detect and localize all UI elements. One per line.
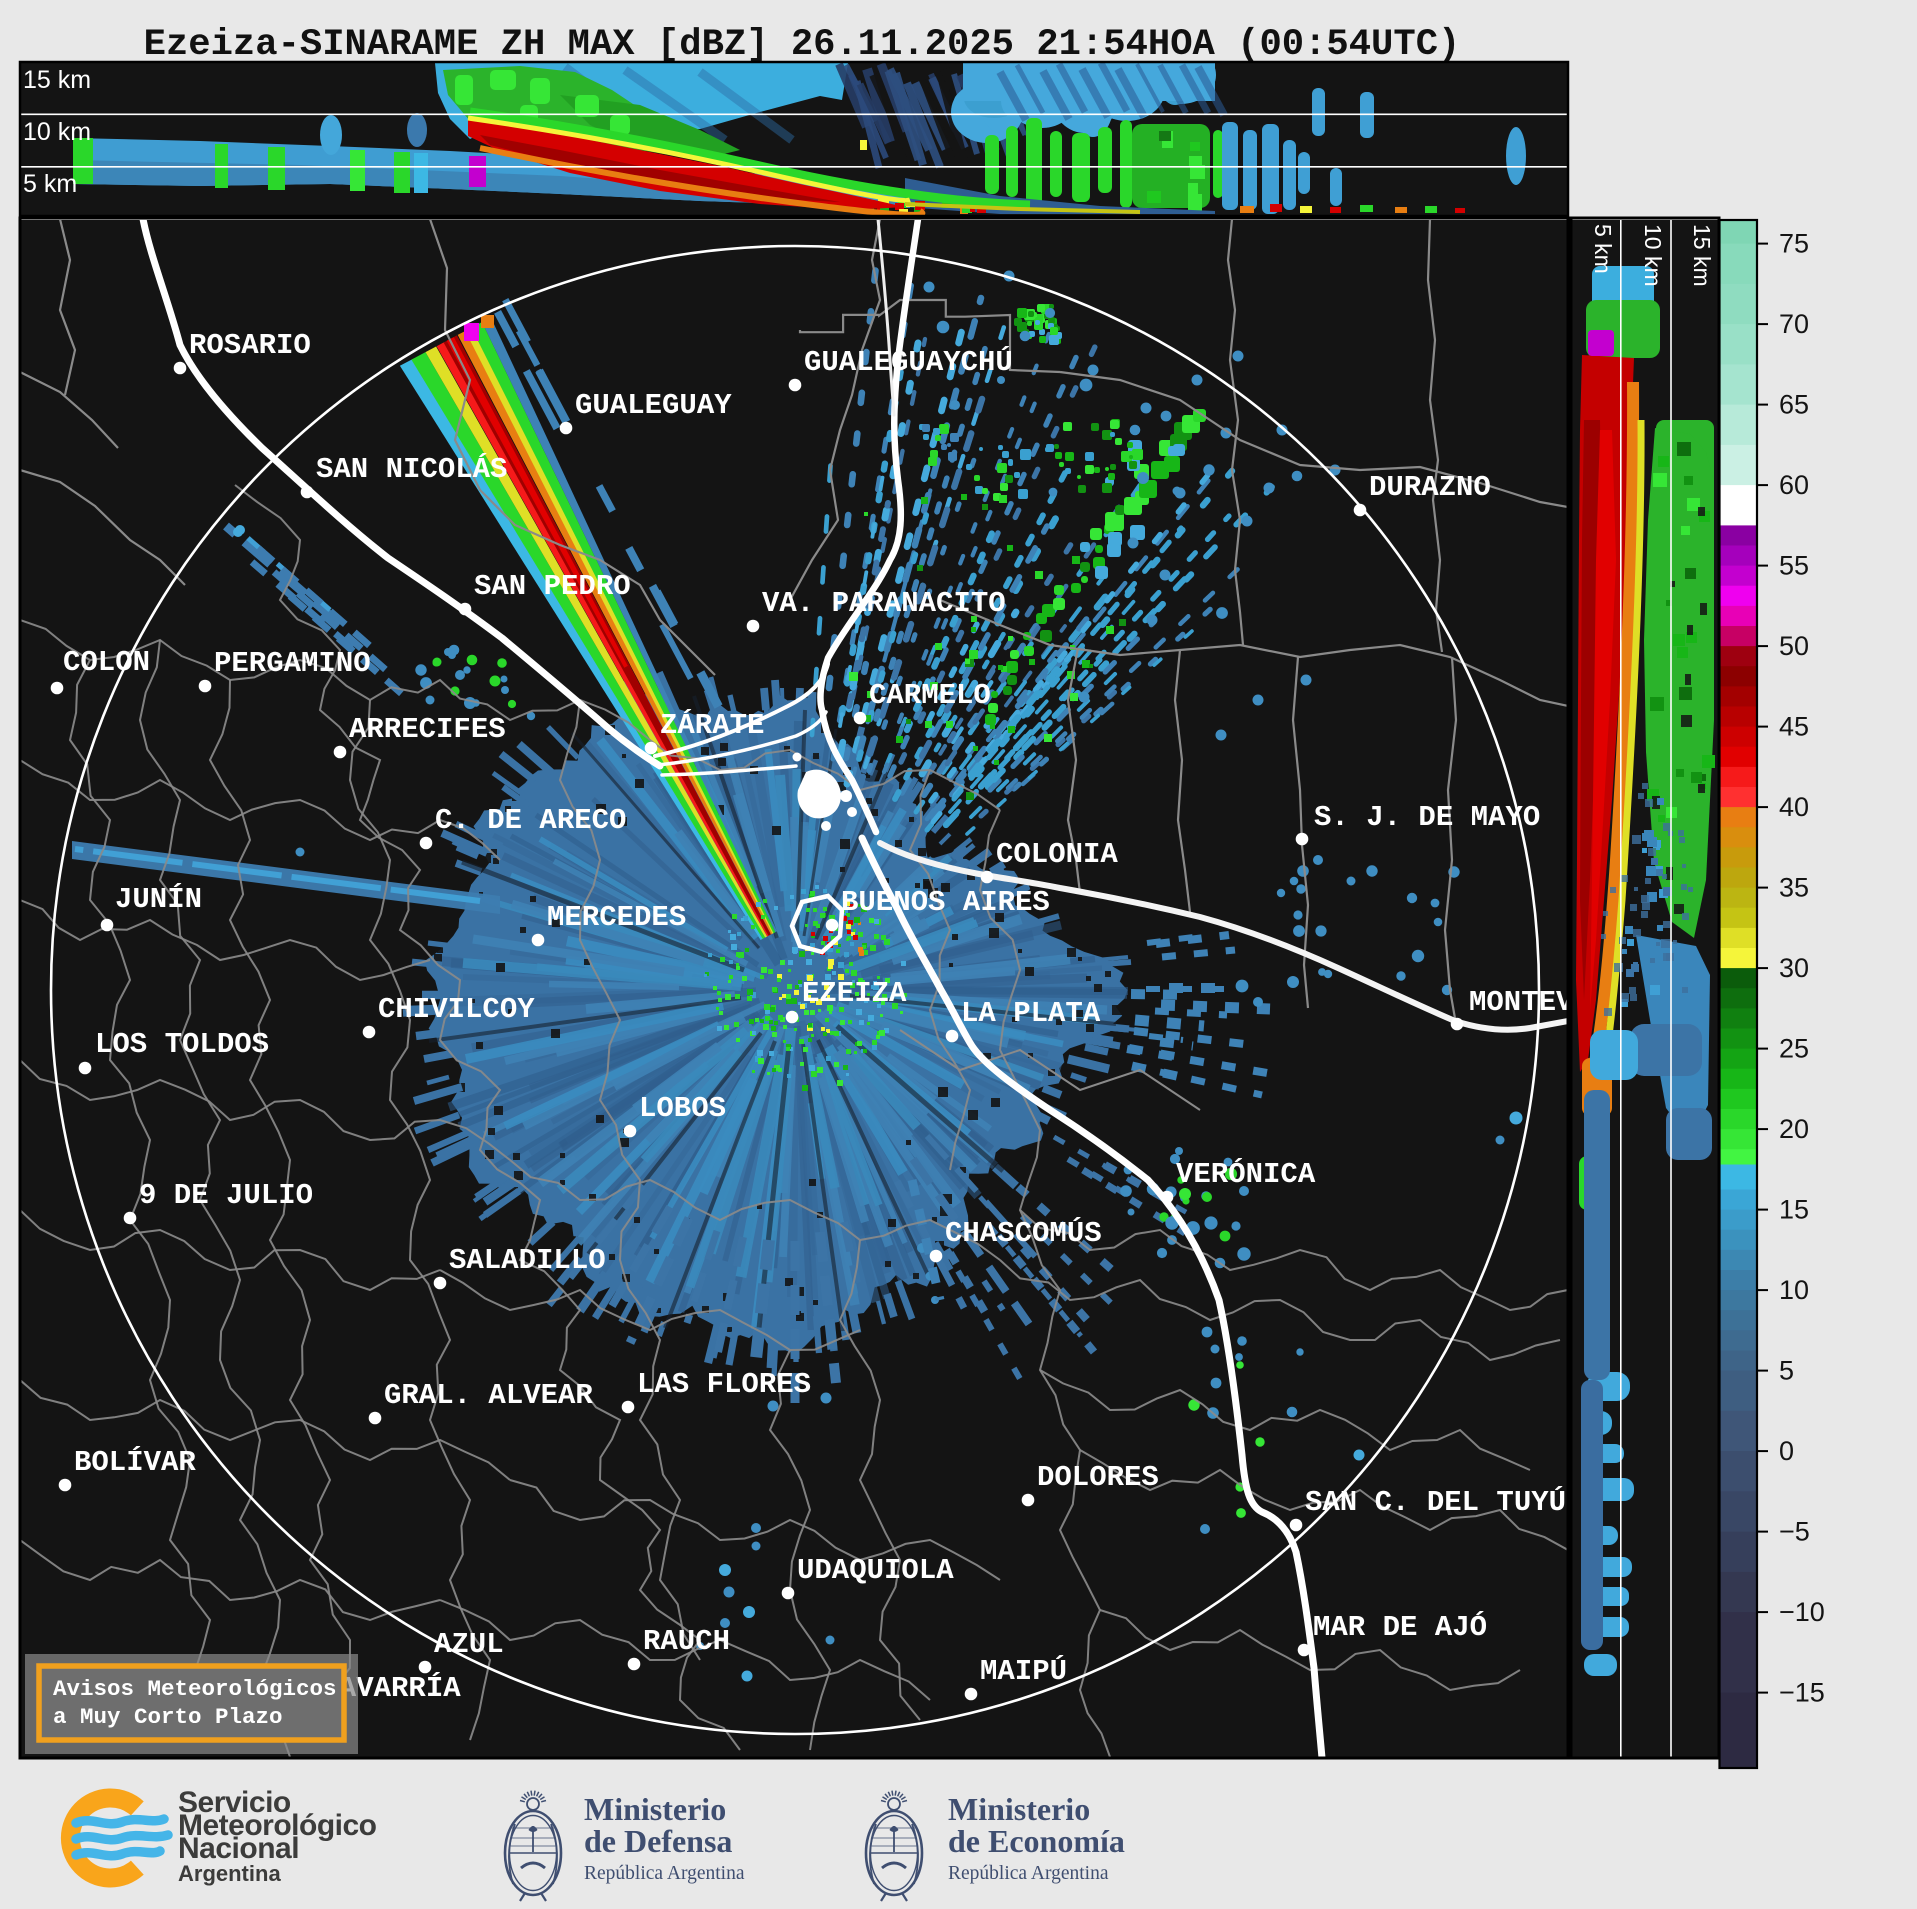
svg-text:50: 50	[1779, 631, 1809, 661]
svg-text:60: 60	[1779, 470, 1809, 500]
svg-text:AZUL: AZUL	[434, 1628, 504, 1661]
svg-text:CHASCOMÚS: CHASCOMÚS	[945, 1216, 1102, 1250]
svg-text:15 km: 15 km	[1689, 224, 1715, 287]
svg-text:ARRECIFES: ARRECIFES	[349, 713, 506, 746]
svg-text:15: 15	[1779, 1195, 1809, 1225]
svg-text:70: 70	[1779, 309, 1809, 339]
svg-text:CHIVILCOY: CHIVILCOY	[378, 993, 535, 1026]
svg-text:C. DE ARECO: C. DE ARECO	[435, 804, 626, 837]
svg-text:MERCEDES: MERCEDES	[547, 901, 686, 934]
svg-text:10 km: 10 km	[23, 118, 91, 146]
svg-text:UDAQUIOLA: UDAQUIOLA	[797, 1554, 954, 1587]
svg-text:MONTEVIDEO: MONTEVIDEO	[1469, 986, 1643, 1019]
svg-text:0: 0	[1779, 1436, 1794, 1466]
svg-text:25: 25	[1779, 1034, 1809, 1064]
svg-text:5: 5	[1779, 1356, 1794, 1386]
svg-text:9 DE JULIO: 9 DE JULIO	[139, 1179, 313, 1212]
svg-text:SAN PEDRO: SAN PEDRO	[474, 570, 631, 603]
svg-text:10 km: 10 km	[1640, 224, 1666, 287]
svg-text:Servicio: Servicio	[178, 1786, 291, 1819]
svg-text:15 km: 15 km	[23, 66, 91, 94]
svg-text:JUNÍN: JUNÍN	[115, 882, 202, 916]
svg-text:Argentina: Argentina	[178, 1861, 281, 1886]
svg-text:a Muy Corto Plazo: a Muy Corto Plazo	[53, 1704, 283, 1730]
svg-text:LOS TOLDOS: LOS TOLDOS	[95, 1028, 269, 1061]
svg-text:−15: −15	[1779, 1678, 1825, 1708]
svg-text:Ministerio: Ministerio	[584, 1791, 726, 1827]
svg-text:20: 20	[1779, 1114, 1809, 1144]
svg-text:COLON: COLON	[63, 646, 150, 679]
svg-text:S. J. DE MAYO: S. J. DE MAYO	[1314, 801, 1540, 834]
svg-text:SALADILLO: SALADILLO	[449, 1244, 606, 1277]
svg-text:55: 55	[1779, 551, 1809, 581]
svg-text:BOLÍVAR: BOLÍVAR	[74, 1445, 196, 1479]
svg-text:SAN C. DEL TUYÚ: SAN C. DEL TUYÚ	[1305, 1485, 1566, 1519]
svg-text:Meteorológico: Meteorológico	[178, 1809, 377, 1842]
svg-text:COLONIA: COLONIA	[996, 838, 1118, 871]
svg-text:de Defensa: de Defensa	[584, 1823, 732, 1859]
svg-text:30: 30	[1779, 953, 1809, 983]
svg-text:GUALEGUAY: GUALEGUAY	[575, 389, 732, 422]
svg-text:5 km: 5 km	[23, 170, 77, 198]
svg-text:GRAL. ALVEAR: GRAL. ALVEAR	[384, 1379, 593, 1412]
svg-text:−5: −5	[1779, 1517, 1810, 1547]
svg-text:LOBOS: LOBOS	[639, 1092, 726, 1125]
svg-text:ZÁRATE: ZÁRATE	[660, 708, 764, 742]
svg-text:DURAZNO: DURAZNO	[1369, 471, 1491, 504]
svg-text:de Economía: de Economía	[948, 1823, 1125, 1859]
svg-text:Ezeiza-SINARAME ZH MAX [dBZ] 2: Ezeiza-SINARAME ZH MAX [dBZ] 26.11.2025 …	[144, 24, 1461, 66]
svg-text:ROSARIO: ROSARIO	[189, 329, 311, 362]
svg-text:BUENOS AIRES: BUENOS AIRES	[841, 886, 1050, 919]
svg-text:35: 35	[1779, 873, 1809, 903]
svg-text:−10: −10	[1779, 1597, 1825, 1627]
svg-text:MAR DE AJÓ: MAR DE AJÓ	[1313, 1610, 1487, 1644]
svg-text:LAS FLORES: LAS FLORES	[637, 1368, 811, 1401]
svg-text:LA PLATA: LA PLATA	[961, 997, 1101, 1030]
svg-text:45: 45	[1779, 712, 1809, 742]
svg-text:República Argentina: República Argentina	[948, 1863, 1109, 1884]
svg-text:5 km: 5 km	[1590, 224, 1616, 274]
svg-text:DOLORES: DOLORES	[1037, 1461, 1159, 1494]
svg-text:PERGAMINO: PERGAMINO	[214, 647, 371, 680]
svg-text:Ministerio: Ministerio	[948, 1791, 1090, 1827]
svg-text:SAN NICOLÁS: SAN NICOLÁS	[316, 452, 507, 486]
svg-text:65: 65	[1779, 390, 1809, 420]
svg-text:GUALEGUAYCHÚ: GUALEGUAYCHÚ	[804, 345, 1013, 379]
svg-text:MAIPÚ: MAIPÚ	[980, 1654, 1067, 1688]
svg-text:VERÓNICA: VERÓNICA	[1176, 1157, 1316, 1191]
svg-text:VA. PARANACITO: VA. PARANACITO	[762, 587, 1006, 620]
svg-text:CARMELO: CARMELO	[869, 679, 991, 712]
svg-text:EZEIZA: EZEIZA	[802, 977, 907, 1010]
svg-text:Nacional: Nacional	[178, 1832, 299, 1865]
svg-text:10: 10	[1779, 1275, 1809, 1305]
svg-text:Avisos Meteorológicos: Avisos Meteorológicos	[53, 1676, 337, 1702]
svg-text:RAUCH: RAUCH	[643, 1625, 730, 1658]
svg-text:75: 75	[1779, 229, 1809, 259]
svg-text:40: 40	[1779, 792, 1809, 822]
svg-text:República Argentina: República Argentina	[584, 1863, 745, 1884]
